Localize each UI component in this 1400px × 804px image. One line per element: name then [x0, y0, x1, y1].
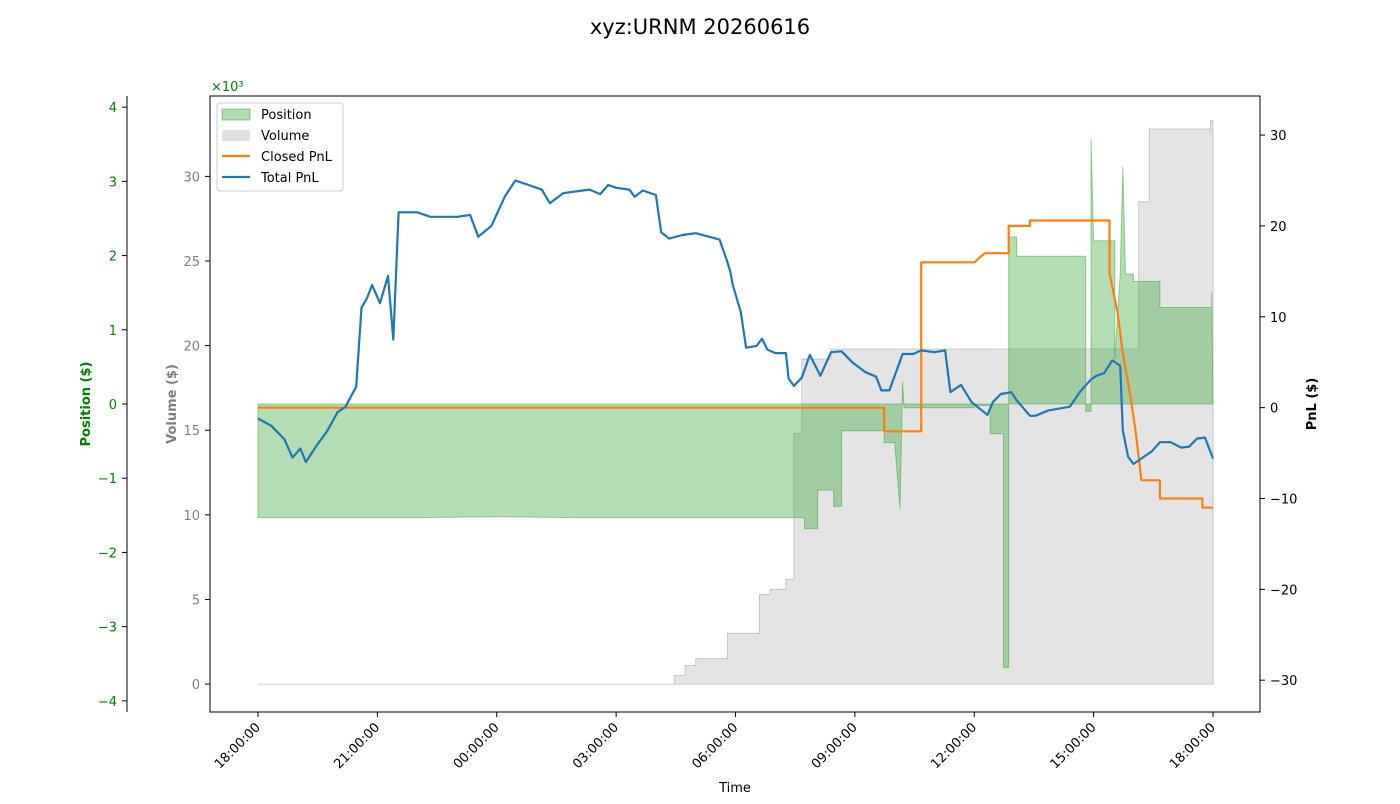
position-axis-label: Position ($): [79, 362, 94, 447]
volume-tick-label: 5: [192, 593, 200, 608]
volume-tick-label: 20: [183, 340, 200, 355]
position-tick-label: 4: [109, 101, 117, 116]
volume-tick-label: 10: [183, 509, 200, 524]
volume-tick-label: 0: [192, 678, 200, 693]
volume-tick-label: 15: [183, 424, 200, 439]
volume-area: [258, 120, 1214, 685]
legend-label-total-pnl: Total PnL: [260, 171, 319, 186]
position-tick-label: 2: [109, 250, 117, 265]
legend-label-position: Position: [261, 108, 312, 123]
position-tick-label: 0: [109, 398, 117, 413]
pnl-axis-label: PnL ($): [1305, 378, 1320, 431]
total-pnl-line: [257, 179, 1215, 466]
chart-title: xyz:URNM 20260616: [590, 15, 810, 39]
legend-box: [216, 102, 344, 192]
position-tick-label: 3: [109, 175, 117, 190]
pnl-tick-label: −10: [1270, 492, 1297, 507]
pnl-tick-label: −30: [1270, 674, 1297, 689]
pnl-tick-label: 0: [1270, 402, 1278, 417]
position-area: [257, 138, 1214, 668]
pnl-tick-label: −20: [1270, 583, 1297, 598]
pnl-tick-label: 10: [1270, 311, 1287, 326]
x-axis-label: Time: [718, 781, 751, 796]
legend-swatch-volume: [222, 130, 250, 141]
position-tick-label: −4: [98, 695, 117, 710]
legend-label-closed-pnl: Closed PnL: [261, 150, 333, 165]
pnl-tick-label: 20: [1270, 220, 1287, 235]
position-tick-label: −1: [98, 472, 117, 487]
position-tick-label: 1: [109, 324, 117, 339]
volume-tick-label: 30: [183, 170, 200, 185]
position-axis-multiplier: ×10³: [211, 80, 244, 95]
legend: Position Volume Closed PnL Total PnL: [216, 102, 344, 192]
closed-pnl-line: [258, 219, 1213, 509]
volume-tick-label: 25: [183, 255, 200, 270]
volume-axis-label: Volume ($): [165, 364, 180, 444]
position-tick-label: −2: [98, 546, 117, 561]
pnl-tick-label: 30: [1270, 129, 1287, 144]
position-tick-label: −3: [98, 621, 117, 636]
plot-area: [257, 120, 1215, 685]
pnl-axis: 30 20 10 0 −10 −20 −30: [1260, 129, 1297, 689]
volume-axis: 0 5 10 15 20 25 30: [183, 170, 210, 693]
position-axis: 4 3 2 1 0 −1 −2 −3 −4: [98, 96, 128, 712]
legend-label-volume: Volume: [261, 129, 309, 144]
legend-swatch-position: [221, 108, 251, 121]
